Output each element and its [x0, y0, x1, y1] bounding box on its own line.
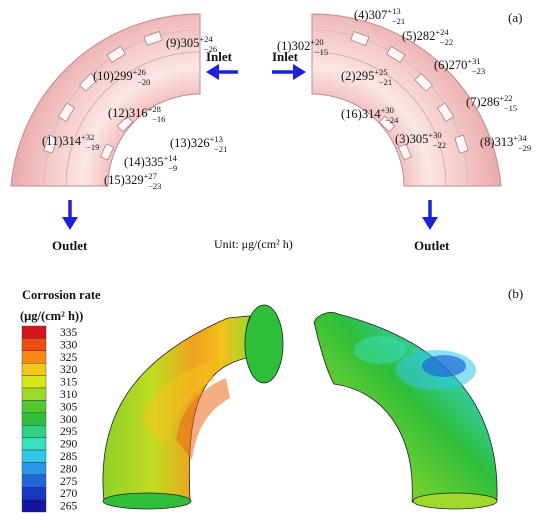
colorbar-tick-label: 315 [60, 377, 78, 389]
colorbar-tick-label: 335 [60, 327, 78, 339]
measurement-label: (4)307+13 [354, 6, 401, 22]
measurement-minus: −16 [152, 114, 165, 124]
measurement-minus: −22 [440, 37, 453, 47]
measurement-label: (12)316+28 [108, 104, 161, 120]
left-inlet-ellipse [244, 304, 284, 384]
legend-title: Corrosion rate [22, 288, 101, 302]
measurement-minus: −20 [137, 77, 150, 87]
panel-a-label: (a) [508, 10, 522, 25]
measurement-minus: −26 [204, 44, 217, 54]
colorbar-tick-label: 265 [60, 501, 78, 513]
inlet-left-arrow [206, 64, 238, 80]
measurement-minus: −21 [392, 16, 405, 26]
measurement-label: (6)270+31 [434, 56, 481, 72]
measurement-label: (5)282+24 [402, 27, 449, 43]
colorbar-swatch [21, 338, 47, 351]
colorbar-tick-label: 320 [60, 364, 78, 376]
colorbar-swatch [21, 474, 47, 488]
colorbar-tick-label: 310 [60, 389, 78, 401]
measurement-minus: −29 [518, 143, 531, 153]
colorbar-swatch [21, 425, 47, 438]
panel-b: (b) Corrosion rate (μg/(cm² h)) 33533032… [20, 286, 523, 513]
outlet-left-label: Outlet [52, 238, 88, 253]
outlet-right-label: Outlet [414, 238, 450, 253]
colorbar: 3353303253203153103053002952902852802752… [21, 325, 78, 513]
measurement-minus: −23 [148, 181, 161, 191]
measurement-minus: −9 [168, 163, 177, 173]
measurement-labels: (1)302+20−15(2)295+25−21(3)305+30−22(4)3… [42, 6, 531, 191]
legend-unit: (μg/(cm² h)) [20, 309, 83, 323]
colorbar-tick-label: 330 [60, 339, 78, 351]
measurement-label: (10)299+26 [93, 67, 146, 83]
colorbar-tick-label: 270 [60, 488, 78, 500]
measurement-minus: −23 [472, 66, 485, 76]
measurement-minus: −24 [385, 115, 399, 125]
measurement-minus: −19 [86, 142, 99, 152]
measurement-label: (13)326+13 [170, 134, 223, 150]
inlet-right-arrow [272, 64, 306, 80]
left-elbow-contour [102, 304, 284, 510]
colorbar-tick-label: 305 [60, 401, 78, 413]
colorbar-swatch [21, 462, 47, 475]
colorbar-swatch [21, 363, 47, 376]
inlet-left-label: Inlet [206, 49, 233, 64]
colorbar-swatch [21, 387, 47, 401]
measurement-label: (7)286+22 [466, 93, 513, 109]
colorbar-tick-label: 285 [60, 451, 78, 463]
colorbar-tick-label: 280 [60, 463, 78, 475]
specimen-slots [43, 31, 469, 161]
right-elbow-pipe [311, 13, 502, 187]
colorbar-swatch [21, 400, 47, 413]
measurement-minus: −22 [433, 140, 446, 150]
colorbar-tick-label: 325 [60, 352, 78, 364]
colorbar-swatch [21, 350, 47, 364]
measurement-minus: −21 [379, 77, 392, 87]
colorbar-swatch [21, 412, 47, 426]
left-outlet-ellipse [102, 492, 192, 510]
colorbar-tick-label: 290 [60, 439, 78, 451]
measurement-label: (1)302+20 [277, 37, 324, 53]
right-outlet-ellipse [412, 492, 498, 510]
outlet-right-arrow [422, 200, 438, 230]
measurement-label: (2)295+25 [341, 67, 388, 83]
measurement-minus: −15 [504, 103, 517, 113]
colorbar-swatch [21, 325, 47, 339]
measurement-label: (3)305+30 [395, 130, 442, 146]
measurement-minus: −15 [315, 47, 328, 57]
inlet-right-label: Inlet [272, 49, 299, 64]
colorbar-swatch [21, 437, 47, 451]
right-elbow-midline [311, 51, 447, 187]
outlet-left-arrow [62, 200, 78, 230]
panel-b-label: (b) [508, 286, 523, 301]
measurement-label: (11)314+32 [42, 132, 94, 148]
left-elbow-midline [65, 51, 201, 187]
left-elbow-pipe [10, 13, 201, 187]
colorbar-swatch [21, 499, 47, 513]
colorbar-tick-label: 300 [60, 414, 78, 426]
colorbar-swatch [21, 375, 47, 389]
colorbar-swatch [21, 487, 47, 500]
right-elbow-contour [313, 312, 498, 510]
measurement-label: (14)335+14 [124, 153, 178, 169]
measurement-label: (16)314+30 [341, 105, 394, 121]
measurement-label: (8)313+34 [480, 133, 527, 149]
colorbar-swatch [21, 449, 47, 463]
panel-a: Inlet Inlet Outlet Outlet (a) Unit: μg/(… [10, 6, 531, 253]
colorbar-tick-label: 275 [60, 476, 78, 488]
unit-label: Unit: μg/(cm² h) [214, 237, 293, 251]
colorbar-tick-label: 295 [60, 426, 78, 438]
measurement-label: (9)305+24 [166, 34, 213, 50]
measurement-minus: −21 [214, 144, 227, 154]
measurement-label: (15)329+27 [104, 171, 157, 187]
